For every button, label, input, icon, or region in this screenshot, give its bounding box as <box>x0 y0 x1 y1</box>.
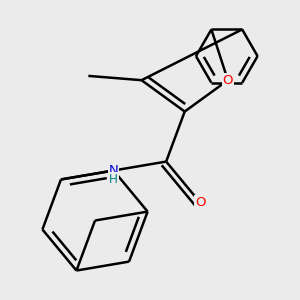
Text: N: N <box>109 164 118 177</box>
Text: O: O <box>223 74 233 87</box>
Text: H: H <box>109 173 118 186</box>
Text: O: O <box>195 196 206 209</box>
